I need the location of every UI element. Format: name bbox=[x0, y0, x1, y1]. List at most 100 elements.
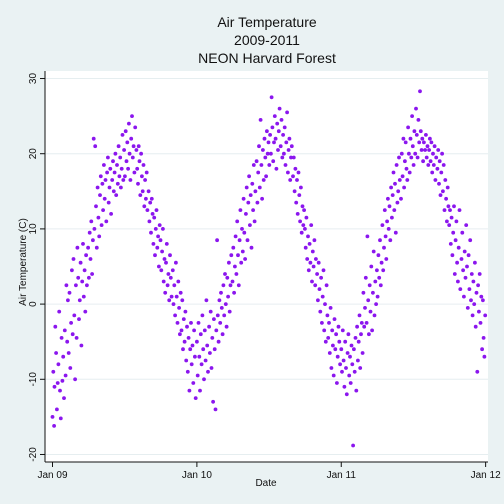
data-point bbox=[277, 106, 282, 111]
data-point bbox=[319, 275, 323, 280]
data-point bbox=[57, 309, 62, 314]
data-point bbox=[94, 204, 98, 209]
data-point bbox=[329, 366, 334, 370]
data-point bbox=[370, 328, 374, 333]
data-point bbox=[56, 362, 61, 367]
data-point bbox=[393, 181, 397, 186]
data-point bbox=[53, 324, 58, 329]
data-point bbox=[230, 279, 235, 284]
data-point bbox=[380, 223, 385, 228]
data-point bbox=[89, 219, 94, 224]
data-point bbox=[55, 381, 60, 385]
data-point bbox=[126, 121, 131, 126]
data-point bbox=[320, 294, 325, 299]
data-point bbox=[86, 245, 90, 250]
data-point bbox=[240, 249, 245, 254]
data-point bbox=[253, 189, 258, 194]
data-point bbox=[226, 294, 231, 299]
data-point bbox=[279, 118, 284, 122]
data-point bbox=[327, 321, 331, 325]
data-point bbox=[259, 163, 264, 167]
data-point bbox=[105, 170, 109, 175]
data-point bbox=[341, 358, 346, 363]
data-point bbox=[77, 317, 81, 321]
data-point bbox=[378, 238, 382, 243]
y-tick-label: -20 bbox=[28, 447, 39, 462]
data-point bbox=[193, 354, 197, 359]
data-point bbox=[473, 324, 478, 329]
data-point bbox=[378, 283, 383, 288]
grid bbox=[45, 78, 488, 455]
data-point bbox=[288, 178, 293, 182]
x-tick-label: Jan 10 bbox=[182, 470, 212, 481]
data-point bbox=[423, 148, 427, 152]
data-point bbox=[164, 260, 168, 265]
data-point bbox=[416, 118, 421, 122]
data-point bbox=[205, 343, 210, 348]
data-point bbox=[145, 208, 150, 213]
data-point bbox=[128, 178, 133, 182]
data-point bbox=[363, 275, 368, 280]
data-point bbox=[152, 215, 157, 220]
data-point bbox=[74, 336, 79, 340]
data-point bbox=[229, 253, 234, 258]
data-point bbox=[149, 196, 154, 201]
data-point bbox=[59, 336, 64, 340]
data-point bbox=[233, 234, 238, 239]
data-point bbox=[371, 249, 376, 254]
data-point bbox=[177, 306, 182, 310]
chart-title-line-2: 2009-2011 bbox=[234, 32, 300, 48]
data-point bbox=[225, 275, 230, 280]
data-point bbox=[61, 354, 66, 359]
data-point bbox=[232, 290, 237, 295]
data-point bbox=[67, 290, 72, 295]
data-point bbox=[91, 136, 96, 141]
data-point bbox=[198, 388, 202, 393]
data-point bbox=[174, 294, 179, 299]
data-point bbox=[348, 354, 352, 359]
data-point bbox=[391, 170, 396, 175]
data-point bbox=[450, 253, 455, 258]
data-point bbox=[424, 133, 428, 137]
data-point bbox=[84, 253, 88, 258]
data-point bbox=[356, 339, 361, 344]
data-point bbox=[340, 369, 344, 374]
data-point bbox=[66, 351, 71, 355]
data-point bbox=[376, 253, 381, 258]
data-point bbox=[379, 260, 384, 265]
data-point bbox=[251, 208, 256, 213]
data-point bbox=[265, 151, 270, 156]
data-point bbox=[456, 245, 461, 250]
data-point bbox=[173, 313, 178, 318]
data-point bbox=[256, 170, 261, 175]
data-point bbox=[421, 159, 425, 164]
data-point bbox=[448, 208, 452, 213]
data-point bbox=[362, 324, 367, 329]
data-point bbox=[189, 321, 193, 325]
data-point bbox=[441, 163, 446, 167]
data-point bbox=[330, 328, 335, 333]
data-point bbox=[261, 148, 265, 152]
data-point bbox=[106, 200, 111, 205]
data-point bbox=[108, 166, 113, 171]
data-point bbox=[185, 324, 189, 329]
data-point bbox=[441, 189, 445, 194]
data-point bbox=[305, 257, 310, 261]
data-point bbox=[315, 272, 319, 276]
data-point bbox=[455, 260, 459, 265]
data-point bbox=[407, 151, 411, 156]
data-point bbox=[200, 313, 205, 318]
data-point bbox=[140, 189, 145, 194]
x-axis-label: Date bbox=[255, 478, 277, 489]
data-point bbox=[100, 181, 105, 186]
data-point bbox=[374, 302, 378, 306]
data-point bbox=[51, 369, 56, 374]
data-point bbox=[115, 163, 119, 167]
data-point bbox=[399, 151, 404, 156]
data-point bbox=[323, 302, 327, 306]
data-point bbox=[275, 121, 280, 126]
data-point bbox=[431, 151, 435, 156]
data-point bbox=[204, 298, 209, 303]
data-point bbox=[131, 144, 136, 149]
data-point bbox=[298, 219, 302, 224]
